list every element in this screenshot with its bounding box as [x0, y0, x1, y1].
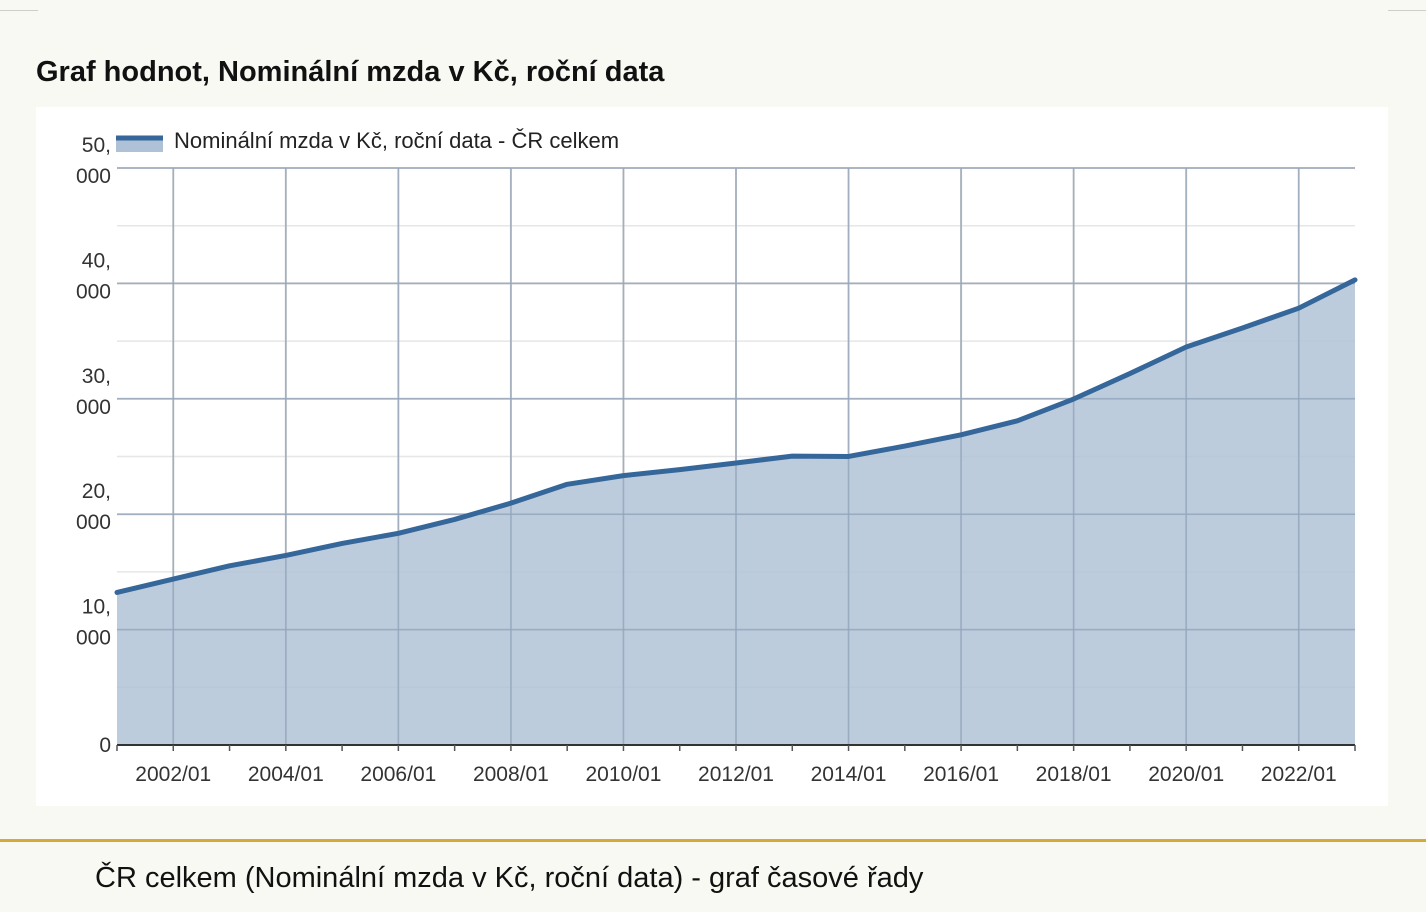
top-rule-left — [0, 10, 38, 11]
chart-panel: 2002/01 2004/01 2006/01 2008/01 2010/01 2012/… — [36, 107, 1388, 806]
x-tick-label: 2006/01 — [360, 763, 436, 786]
y-tick-label-line: 000 — [76, 165, 111, 188]
y-tick-label-line: 20, — [82, 480, 111, 503]
y-tick-label: 50, 000 — [76, 134, 111, 188]
legend: Nominální mzda v Kč, roční data - ČR cel… — [116, 128, 619, 153]
x-tick-label: 2016/01 — [923, 763, 999, 786]
x-tick-label: 2010/01 — [585, 763, 661, 786]
y-tick-label-line: 000 — [76, 280, 111, 303]
chart: 2002/01 2004/01 2006/01 2008/01 2010/01 2012/… — [76, 128, 1358, 786]
y-tick-label: 10, 000 — [76, 596, 111, 650]
x-tick-label: 2020/01 — [1148, 763, 1224, 786]
y-tick-label-line: 40, — [82, 249, 111, 272]
x-tick-label: 2018/01 — [1036, 763, 1112, 786]
x-tick-label: 2004/01 — [248, 763, 324, 786]
y-tick-label-line: 000 — [76, 396, 111, 419]
y-tick-label-line: 000 — [76, 627, 111, 650]
x-tick-label: 2008/01 — [473, 763, 549, 786]
y-tick-label-line: 000 — [76, 511, 111, 534]
x-tick-label: 2012/01 — [698, 763, 774, 786]
data-points — [116, 279, 1356, 593]
y-tick-label: 0 — [99, 734, 111, 757]
legend-label: Nominální mzda v Kč, roční data - ČR cel… — [174, 128, 619, 153]
y-tick-label-line: 50, — [82, 134, 111, 157]
x-tick-label: 2014/01 — [811, 763, 887, 786]
y-tick-label: 40, 000 — [76, 249, 111, 303]
gold-divider — [0, 839, 1426, 842]
y-tick-label: 30, 000 — [76, 365, 111, 419]
y-tick-label: 20, 000 — [76, 480, 111, 534]
grid-overlay — [117, 167, 1355, 745]
top-rule-right — [1388, 10, 1426, 11]
page-title: Graf hodnot, Nominální mzda v Kč, roční … — [36, 56, 665, 88]
x-tick-label: 2022/01 — [1261, 763, 1337, 786]
y-tick-label-line: 10, — [82, 596, 111, 619]
x-tick-label: 2002/01 — [135, 763, 211, 786]
y-tick-label-line: 30, — [82, 365, 111, 388]
chart-caption: ČR celkem (Nominální mzda v Kč, roční da… — [95, 862, 924, 894]
legend-swatch-area — [116, 138, 163, 152]
